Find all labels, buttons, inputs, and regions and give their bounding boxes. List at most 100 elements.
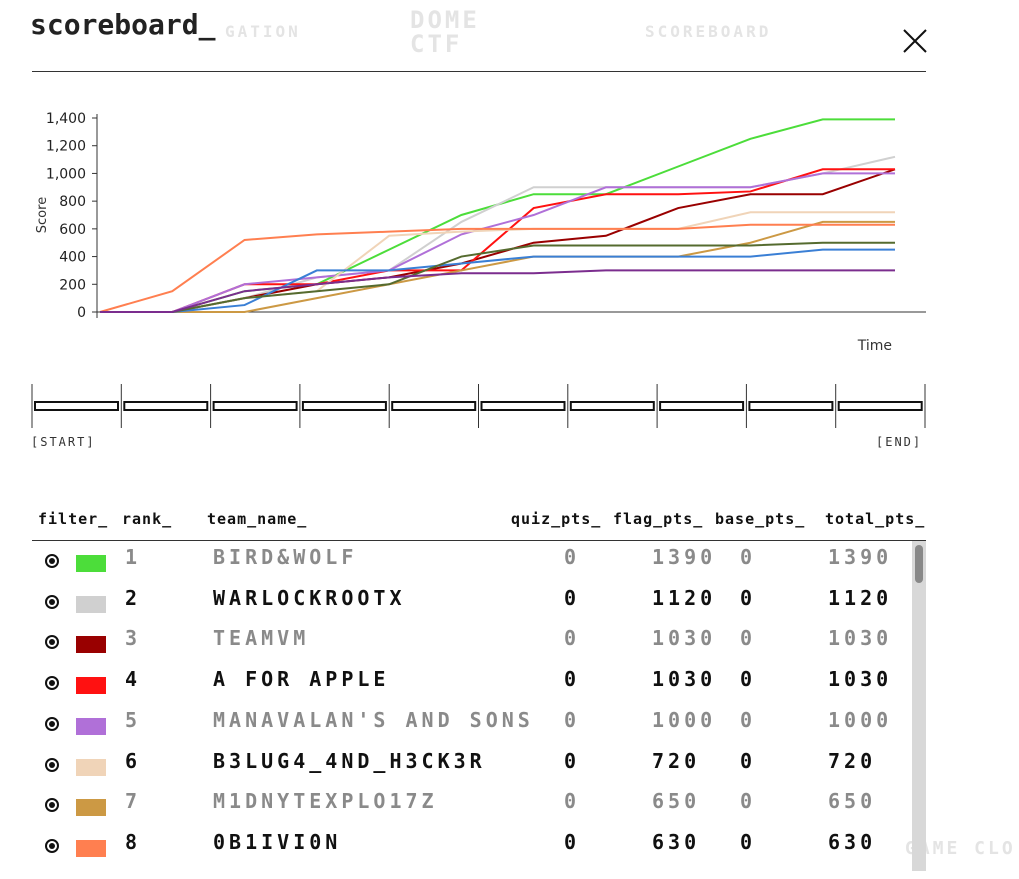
panel-title: scoreboard_	[30, 8, 216, 41]
cell-quiz: 0	[564, 626, 581, 651]
cell-rank: 2	[125, 585, 142, 610]
series-line	[100, 118, 895, 313]
y-tick-label: 400	[59, 250, 86, 266]
cell-base: 0	[740, 707, 757, 732]
cell-flag: 650	[652, 789, 701, 814]
series-line	[100, 248, 895, 313]
bg-nav: SCOREBOARD	[645, 22, 772, 41]
close-button[interactable]	[900, 26, 930, 56]
cell-total: 1390	[828, 545, 893, 569]
cell-total: 1030	[828, 667, 893, 692]
chart: Score Time 0 200 400 600 800 1,000 1,200 1,400	[35, 111, 926, 354]
scroll-thumb[interactable]	[915, 545, 923, 583]
cell-team: MANAVALAN'S AND SONS	[213, 707, 534, 732]
slider-segment	[123, 401, 209, 411]
cell-base: 0	[740, 667, 757, 692]
team-color	[76, 595, 106, 613]
cell-rank: 3	[125, 626, 142, 651]
y-tick-label: 0	[77, 305, 86, 321]
column-header: rank_	[122, 510, 173, 528]
team-color	[76, 717, 106, 735]
cell-base: 0	[740, 789, 757, 814]
series-line	[100, 241, 895, 313]
row-filter-radio[interactable]	[45, 676, 59, 691]
team-color	[76, 555, 106, 572]
team-color	[76, 839, 106, 857]
team-color	[76, 677, 106, 695]
series-line	[100, 220, 895, 313]
bg-nav: GATION	[225, 22, 301, 41]
slider-segment	[748, 401, 834, 411]
cell-quiz: 0	[564, 789, 581, 814]
cell-total: 650	[828, 789, 877, 814]
team-color	[76, 799, 106, 817]
cell-team: M1DNYTEXPLO17Z	[213, 789, 438, 814]
series-line	[100, 211, 895, 313]
slider-segment	[34, 401, 119, 411]
cell-quiz: 0	[564, 667, 581, 692]
row-filter-radio[interactable]	[45, 635, 59, 650]
cell-total: 1120	[828, 585, 893, 610]
series-line	[100, 172, 895, 313]
cell-base: 0	[740, 829, 757, 854]
row-filter-radio[interactable]	[45, 594, 59, 609]
cell-rank: 6	[125, 748, 142, 773]
slider-segment	[659, 401, 745, 411]
cell-flag: 1030	[652, 667, 717, 692]
table-body: 1 BIRD&WOLF 0 1390 0 1390 2 WARLOCKROOTX 0 1120 0 1…	[0, 541, 1019, 871]
cell-base: 0	[740, 585, 757, 610]
bg-logo: DOME CTF	[410, 6, 480, 58]
cell-team: B3LUG4_4ND_H3CK3R	[213, 748, 486, 773]
cell-rank: 8	[125, 829, 142, 854]
y-tick-label: 1,000	[46, 166, 86, 182]
cell-rank: 5	[125, 707, 142, 732]
cell-quiz: 0	[564, 748, 581, 773]
y-tick-label: 800	[59, 194, 86, 210]
series-line	[100, 168, 895, 313]
cell-quiz: 0	[564, 829, 581, 854]
slider-segment	[212, 401, 298, 411]
cell-quiz: 0	[564, 585, 581, 610]
scrollbar[interactable]	[912, 541, 926, 871]
cell-team: A FOR APPLE	[213, 667, 390, 692]
row-filter-radio[interactable]	[45, 757, 59, 772]
slider-segment	[569, 401, 655, 411]
x-axis-label: Time	[857, 338, 892, 354]
cell-quiz: 0	[564, 545, 581, 569]
slider-start: [START]	[31, 435, 96, 449]
cell-total: 1000	[828, 707, 893, 732]
row-filter-radio[interactable]	[45, 716, 59, 731]
row-filter-radio[interactable]	[45, 798, 59, 813]
cell-base: 0	[740, 545, 757, 569]
time-slider[interactable]	[30, 384, 930, 430]
divider	[32, 71, 926, 72]
row-filter-radio[interactable]	[45, 554, 59, 568]
series-line	[99, 223, 895, 313]
cell-team: BIRD&WOLF	[213, 545, 358, 569]
cell-team: TEAMVM	[213, 626, 310, 651]
cell-base: 0	[740, 748, 757, 773]
cell-base: 0	[740, 626, 757, 651]
cell-team: 0B1IVI0N	[213, 829, 342, 854]
slider-segment	[301, 401, 387, 411]
bg-footer: GAME CLO	[905, 838, 1016, 859]
row-filter-radio[interactable]	[45, 838, 59, 853]
y-axis-label: Score	[35, 197, 50, 233]
column-header: quiz_pts_	[511, 510, 602, 528]
column-header: filter_	[38, 510, 109, 528]
column-header: team_name_	[207, 510, 308, 528]
slider-segment	[837, 401, 923, 411]
cell-flag: 1030	[652, 626, 717, 651]
cell-rank: 7	[125, 789, 142, 814]
column-header: flag_pts_	[613, 510, 704, 528]
team-color	[76, 758, 106, 776]
slider-segment	[480, 401, 566, 411]
y-tick-label: 600	[59, 222, 86, 238]
column-header: total_pts_	[825, 510, 926, 528]
column-header: base_pts_	[715, 510, 806, 528]
cell-flag: 1390	[652, 545, 717, 569]
slider-end: [END]	[876, 435, 923, 449]
cell-rank: 4	[125, 667, 142, 692]
cell-quiz: 0	[564, 707, 581, 732]
